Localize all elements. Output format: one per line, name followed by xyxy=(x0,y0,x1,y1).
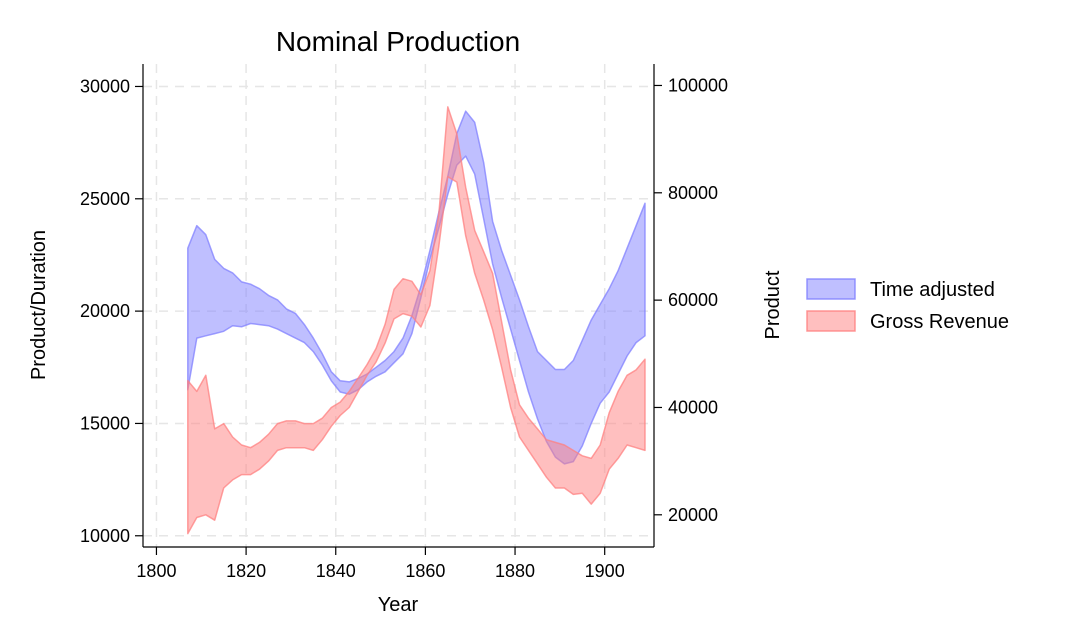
x-tick-label: 1800 xyxy=(136,561,176,581)
series-band-1 xyxy=(187,110,646,465)
y-left-tick-label: 15000 xyxy=(80,413,130,433)
chart-title: Nominal Production xyxy=(276,26,520,57)
y-axis-left-label: Product/Duration xyxy=(28,230,50,380)
legend-label-2: Gross Revenue xyxy=(870,311,1009,333)
x-tick-label: 1860 xyxy=(405,561,445,581)
x-tick-label: 1880 xyxy=(495,561,535,581)
x-tick-label: 1900 xyxy=(585,561,625,581)
x-axis-label: Year xyxy=(378,594,419,616)
y-left-tick-label: 20000 xyxy=(80,301,130,321)
x-tick-label: 1840 xyxy=(316,561,356,581)
series-band-2 xyxy=(187,106,646,535)
y-right-tick-label: 80000 xyxy=(668,183,718,203)
y-axis-right-label: Product xyxy=(762,270,784,339)
x-tick-label: 1820 xyxy=(226,561,266,581)
y-right-tick-label: 20000 xyxy=(668,505,718,525)
legend-swatch-2 xyxy=(806,310,856,332)
axes: 1800 1820 1840 1860 1880 1900 10000 15000 20000 2… xyxy=(80,64,728,581)
series-layer xyxy=(187,106,646,535)
legend-swatch-1 xyxy=(806,278,856,300)
legend: Time adjusted Gross Revenue xyxy=(806,278,1009,333)
y-left-tick-label: 30000 xyxy=(80,76,130,96)
y-left-tick-label: 10000 xyxy=(80,526,130,546)
y-left-tick-label: 25000 xyxy=(80,189,130,209)
y-right-tick-label: 100000 xyxy=(668,75,728,95)
y-right-tick-label: 60000 xyxy=(668,290,718,310)
y-right-tick-label: 40000 xyxy=(668,397,718,417)
legend-label-1: Time adjusted xyxy=(870,279,995,301)
